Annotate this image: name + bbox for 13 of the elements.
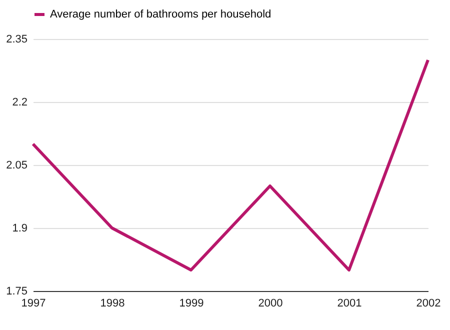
y-tick-label: 1.75 <box>6 286 28 298</box>
y-tick-label: 1.9 <box>12 222 28 234</box>
x-tick-label: 2002 <box>416 298 441 310</box>
x-tick-label: 1999 <box>179 298 204 310</box>
line-series <box>32 58 430 272</box>
x-tick-label: 2001 <box>337 298 362 310</box>
x-tick-label: 2000 <box>258 298 283 310</box>
x-tick-label: 1997 <box>21 298 46 310</box>
y-tick-label: 2.35 <box>6 34 28 46</box>
legend-label: Average number of bathrooms per household <box>50 8 272 20</box>
y-tick-label: 2.05 <box>6 160 28 172</box>
x-tick-label: 1998 <box>100 298 125 310</box>
y-tick-label: 2.2 <box>12 96 28 108</box>
